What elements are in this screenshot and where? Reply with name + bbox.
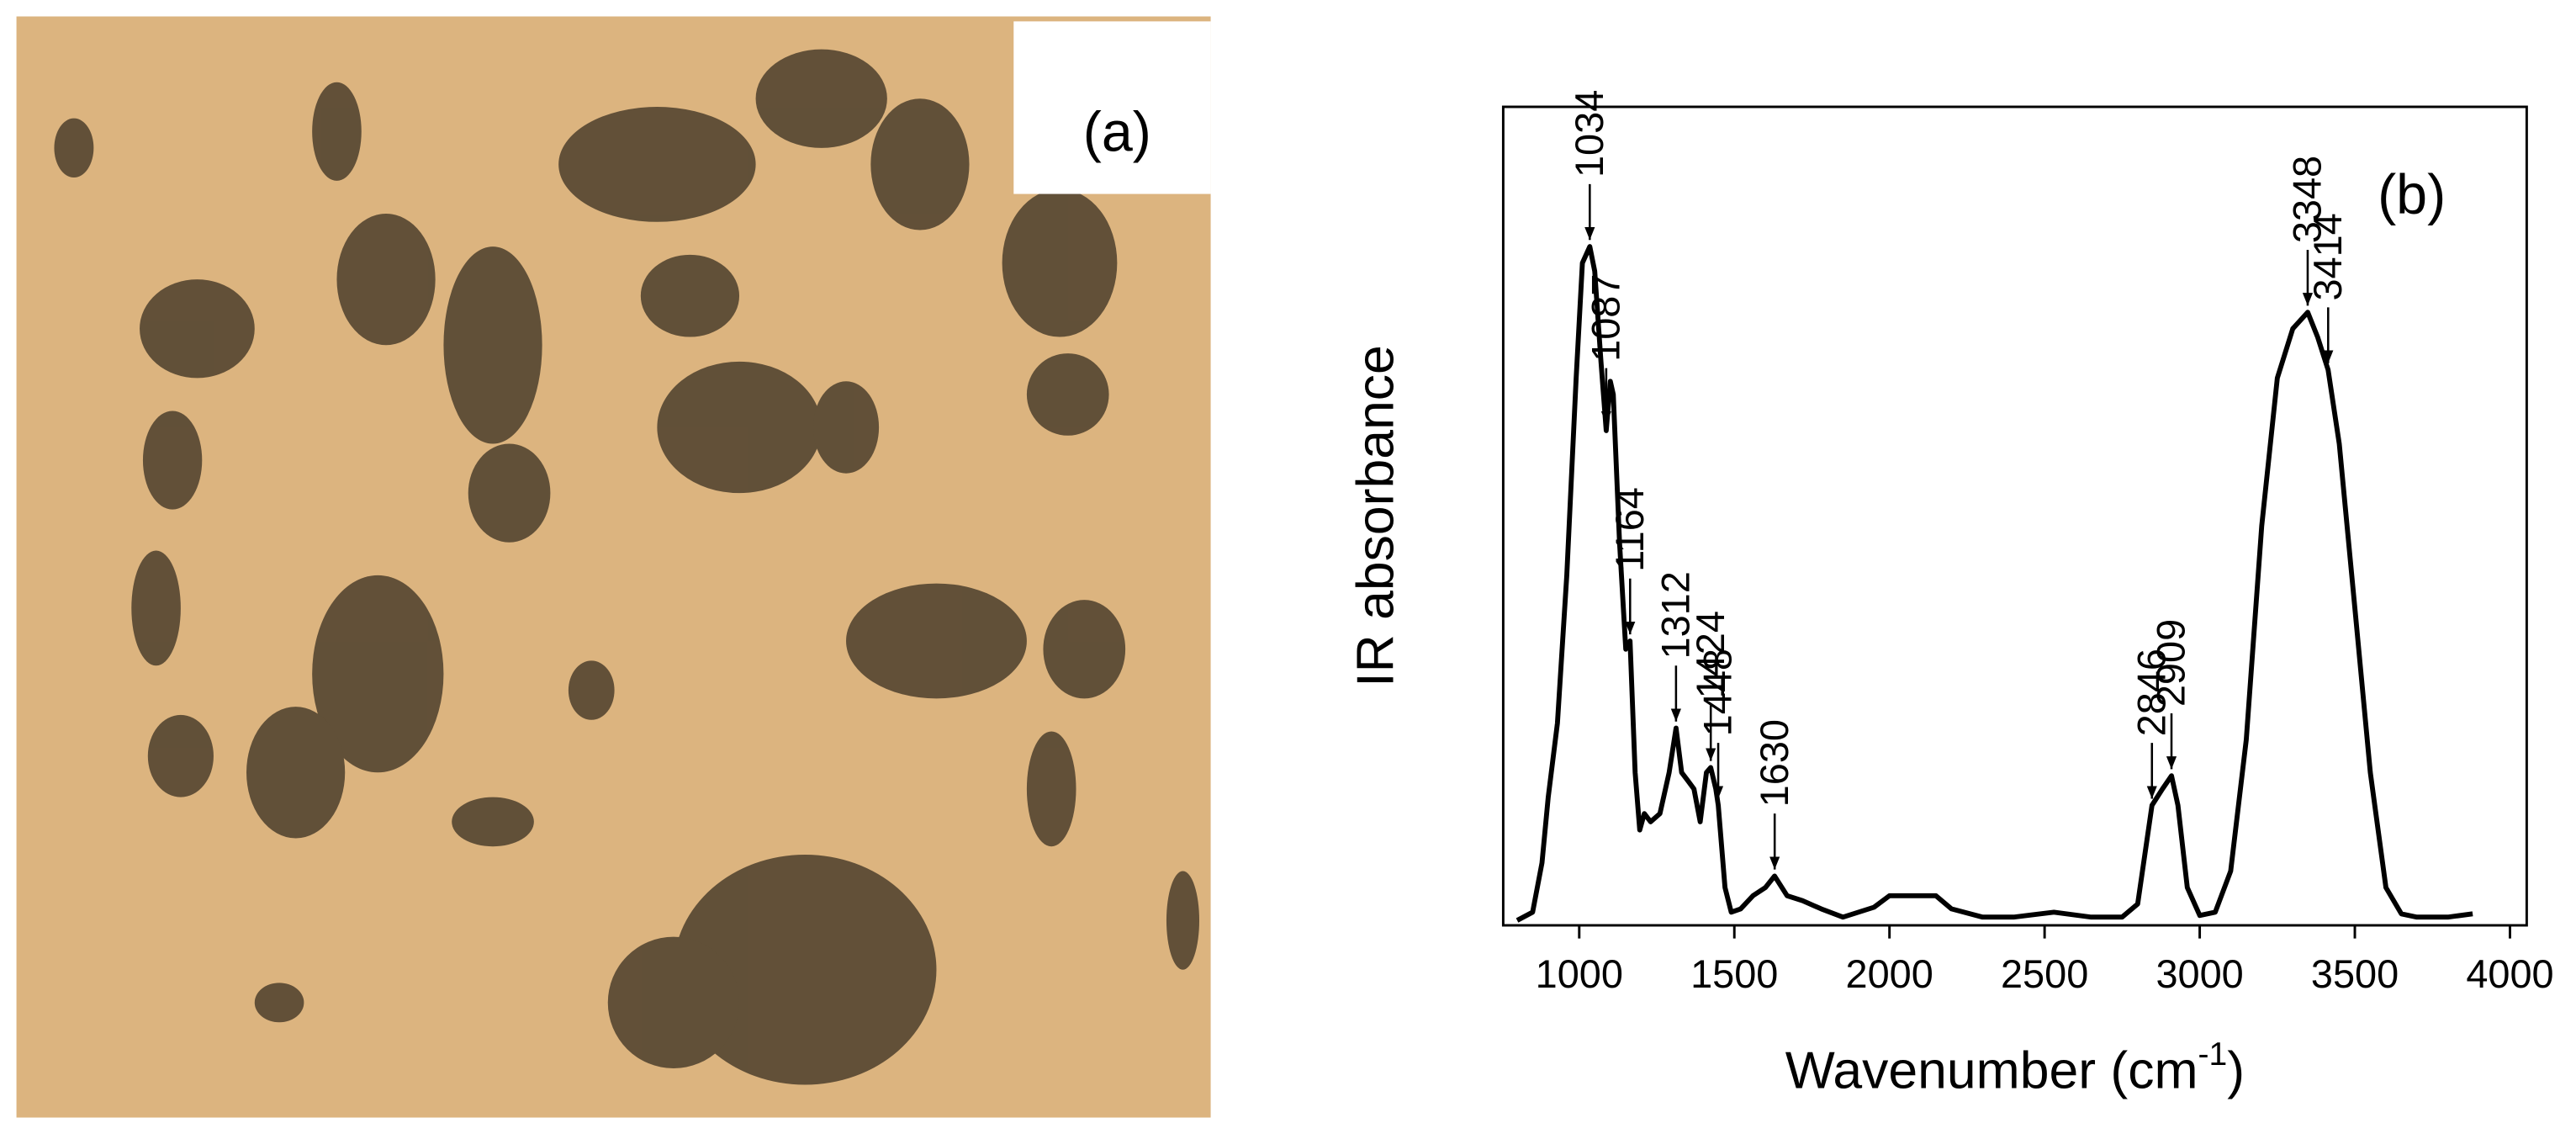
annotation-label: 1312	[1654, 571, 1698, 659]
spectrum-line	[1515, 244, 2473, 923]
annotation-label: 1630	[1753, 719, 1796, 807]
x-label-sup: -1	[2198, 1036, 2228, 1073]
x-label-text: Wavenumber (cm	[1785, 1041, 2198, 1099]
x-axis-label: Wavenumber (cm-1)	[1785, 1036, 2245, 1099]
x-tick-label: 2500	[2001, 952, 2088, 996]
x-tick-label: 1000	[1536, 952, 1623, 996]
plot-frame	[1501, 105, 2528, 927]
annotation-label: 2909	[2150, 619, 2193, 707]
spectrum-chart: 1000 1500 2000 2500 3000 3500 4000 Wavenumber (…	[1346, 90, 2554, 1100]
annotation-label: 1087	[1584, 274, 1628, 362]
panel-label: (b)	[2378, 164, 2446, 226]
annotation-label: 1164	[1608, 487, 1652, 572]
x-tick-label: 3000	[2155, 952, 2243, 996]
x-tick-label: 2000	[1846, 952, 1933, 996]
annotation-label: 1424	[1689, 611, 1732, 698]
y-axis-label: IR absorbance	[1346, 345, 1405, 687]
annotation-label: 1034	[1568, 90, 1611, 177]
panel-label: (a)	[1083, 102, 1151, 164]
annotation-label: 3348	[2286, 156, 2330, 243]
x-tick-label: 3500	[2311, 952, 2399, 996]
annotation-label: 3414	[2306, 213, 2350, 300]
x-tick-label: 1500	[1690, 952, 1778, 996]
x-label-end: )	[2227, 1041, 2245, 1099]
micrograph: (a)	[16, 16, 1211, 1118]
annotation-label: 2846	[2129, 649, 2173, 736]
annotation-label: 1448	[1696, 649, 1740, 736]
x-tick-label: 4000	[2466, 952, 2553, 996]
